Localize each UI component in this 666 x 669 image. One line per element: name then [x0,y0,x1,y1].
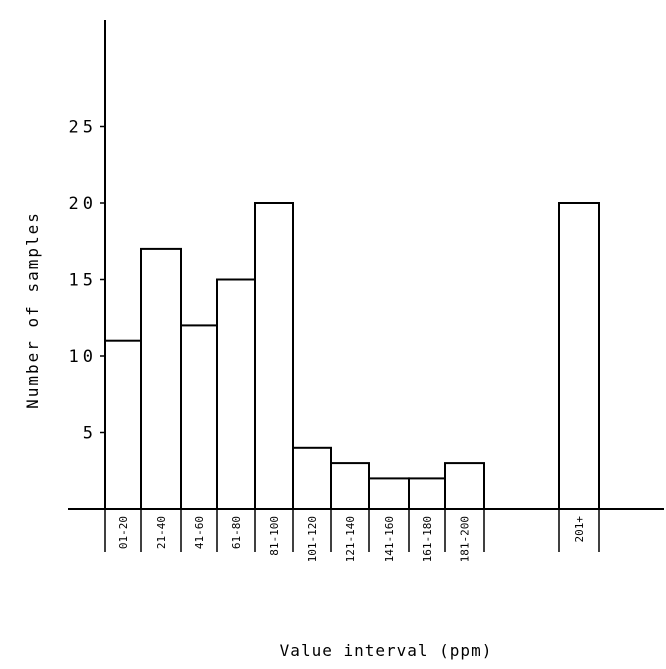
bar-01-20 [104,339,142,511]
x-tick-label-01-20: 01-20 [117,516,130,549]
bar-181-200 [444,462,485,511]
bar-41-60 [180,324,218,510]
x-tick-label-21-40: 21-40 [155,516,168,549]
bars-group [104,202,600,511]
x-tick-label-201+: 201+ [573,516,586,543]
bar-81-100 [254,202,294,510]
x-tick-label-161-180: 161-180 [421,516,434,562]
y-tick-label-20: 20 [69,194,97,214]
y-ticks-group: 5 10 15 20 25 [69,118,105,444]
y-tick-label-10: 10 [69,347,97,367]
bar-161-180 [408,477,446,510]
x-tick-label-101-120: 101-120 [306,516,319,562]
bar-121-140 [330,462,370,511]
bar-101-120 [292,446,332,510]
x-tick-label-141-160: 141-160 [383,516,396,562]
x-axis-label: Value interval (ppm) [280,641,493,660]
x-ticks-group: 01-20 21-40 41-60 61-80 81-100 101-120 121-140… [104,509,600,562]
x-tick-label-41-60: 41-60 [193,516,206,549]
x-tick-label-121-140: 121-140 [344,516,357,562]
x-tick-label-61-80: 61-80 [230,516,243,549]
bar-21-40 [140,247,182,510]
bar-141-160 [368,477,410,510]
y-tick-label-15: 15 [69,271,97,291]
x-tick-label-181-200: 181-200 [459,516,472,562]
y-tick-label-5: 5 [83,424,97,444]
bar-201+ [558,202,600,510]
x-tick-label-81-100: 81-100 [268,516,281,556]
bar-61-80 [216,278,256,510]
y-axis-label: Number of samples [23,211,42,409]
y-tick-label-25: 25 [69,118,97,138]
